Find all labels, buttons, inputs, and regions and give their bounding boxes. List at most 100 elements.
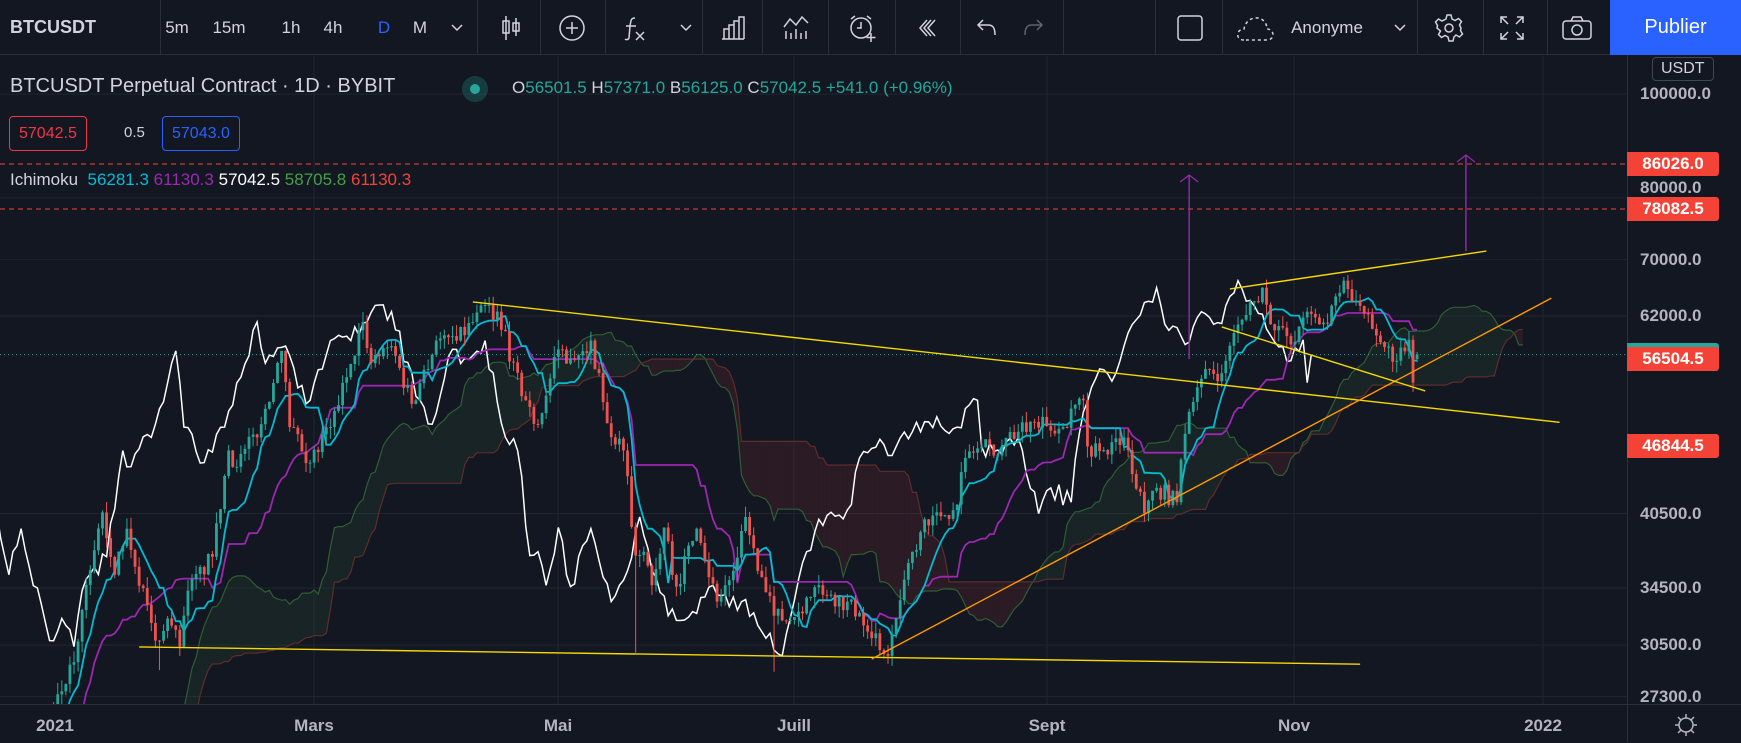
interval-m[interactable]: M (412, 17, 428, 37)
redo-icon[interactable] (1020, 0, 1046, 55)
candle-body (951, 510, 955, 519)
account-name[interactable]: Anonyme (1291, 17, 1363, 37)
candle-body (133, 550, 137, 567)
candles-icon[interactable] (495, 0, 527, 55)
fullscreen-icon[interactable] (1497, 0, 1527, 55)
ichimoku-legend[interactable]: Ichimoku 56281.3 61130.3 57042.5 58705.8… (10, 170, 411, 190)
cloud-segment (220, 590, 225, 664)
cloud-segment (525, 375, 530, 423)
candle-body (1004, 437, 1008, 447)
indicator-name: Ichimoku (10, 170, 79, 189)
publish-button[interactable]: Publier (1610, 0, 1741, 55)
candle-body (1415, 354, 1419, 360)
bar-chart-icon[interactable] (718, 0, 748, 55)
candle-body (821, 585, 825, 595)
cloud-segment (1360, 362, 1365, 398)
divider (605, 0, 606, 55)
candle-body (1159, 487, 1163, 500)
symbol-search[interactable]: BTCUSDT (10, 17, 96, 37)
undo-icon[interactable] (974, 0, 1000, 55)
chevron-down-icon[interactable] (676, 0, 696, 55)
settings-gear-icon[interactable] (1432, 0, 1466, 55)
candle-body (760, 570, 764, 578)
layout-square-icon[interactable] (1174, 0, 1206, 55)
time-label: 2021 (36, 716, 74, 735)
cloud-segment (1087, 507, 1092, 541)
cloud-segment (867, 465, 872, 553)
interval-15m[interactable]: 15m (212, 17, 246, 37)
market-status-icon[interactable] (462, 76, 488, 102)
cloud-segment (192, 657, 197, 704)
cloud-segment (668, 359, 673, 371)
cloud-segment (1205, 428, 1210, 510)
candle-body (48, 713, 51, 715)
chevron-down-icon[interactable] (1390, 0, 1410, 55)
cloud-icon[interactable] (1235, 0, 1275, 55)
cloud-segment (375, 458, 380, 529)
divider (1483, 0, 1484, 55)
candle-body (841, 597, 845, 611)
cloud-segment (1006, 581, 1011, 623)
candle-body (731, 570, 735, 581)
interval-5m[interactable]: 5m (165, 17, 189, 37)
cloud-segment (615, 340, 620, 377)
cloud-segment (208, 607, 213, 670)
candle-body (797, 611, 800, 618)
candle-body (442, 335, 446, 339)
candle-body (870, 631, 874, 639)
cloud-segment (244, 576, 250, 654)
replay-icon[interactable] (913, 0, 943, 55)
cloud-segment (1189, 422, 1194, 511)
candle-body (280, 350, 283, 363)
candle-body (1220, 373, 1224, 382)
cloud-segment (1384, 342, 1389, 386)
camera-icon[interactable] (1560, 0, 1594, 55)
cloud-segment (305, 593, 311, 638)
price-tick: 40500.0 (1640, 503, 1702, 523)
divider (960, 0, 961, 55)
buy-button[interactable]: 57043.0 (162, 116, 240, 151)
candle-body (1020, 422, 1024, 432)
candle-body (1000, 446, 1004, 456)
indicators-fx-icon[interactable] (620, 0, 650, 55)
templates-icon[interactable] (780, 0, 812, 55)
price-tick: 80000.0 (1640, 177, 1702, 197)
add-compare-icon[interactable] (556, 0, 588, 55)
cloud-segment (879, 471, 884, 582)
candle-body (654, 569, 658, 586)
alert-icon[interactable] (845, 0, 879, 55)
cloud-segment (236, 575, 241, 656)
cloud-segment (1119, 463, 1125, 530)
interval-4h[interactable]: 4h (323, 17, 343, 37)
interval-d[interactable]: D (377, 17, 391, 37)
candle-body (1301, 317, 1305, 327)
drawings[interactable] (0, 154, 1627, 665)
candle-body (1110, 442, 1114, 455)
chart-title[interactable]: BTCUSDT Perpetual Contract · 1D · BYBIT (10, 75, 396, 97)
cloud-segment (627, 346, 632, 375)
cloud-segment (513, 376, 518, 429)
candle-body (1383, 342, 1386, 347)
interval-1h[interactable]: 1h (281, 17, 301, 37)
cloud-segment (1433, 323, 1438, 386)
cloud-segment (680, 359, 685, 371)
cloud-segment (1470, 305, 1475, 377)
candle-body (491, 304, 495, 320)
cloud-segment (456, 405, 461, 484)
candle-body (3, 715, 6, 716)
cloud-segment (1168, 432, 1173, 519)
divider (702, 0, 703, 55)
candle-body (1240, 319, 1244, 325)
auto-scale-icon[interactable] (1673, 712, 1699, 743)
candle-body (300, 434, 304, 452)
candle-body (1081, 398, 1085, 401)
sell-button[interactable]: 57042.5 (9, 116, 87, 151)
chevron-down-icon[interactable] (447, 0, 467, 55)
cloud-segment (1453, 307, 1458, 383)
candle-body (695, 528, 699, 541)
candle-body (16, 715, 19, 716)
cloud-segment (1364, 354, 1369, 396)
candle-body (288, 382, 292, 428)
currency-button[interactable]: USDT (1652, 57, 1714, 81)
